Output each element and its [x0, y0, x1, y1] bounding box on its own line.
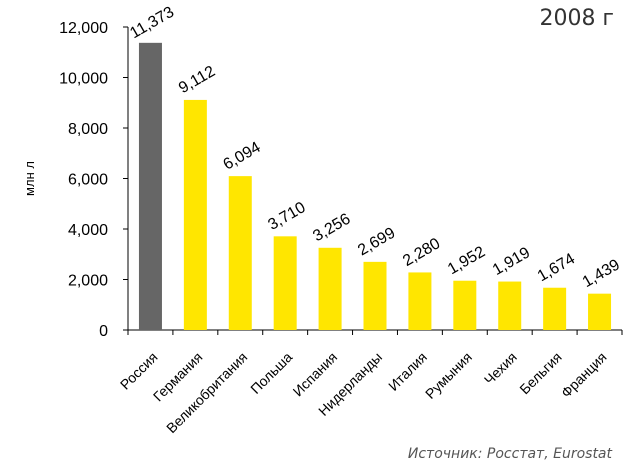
y-tick-label: 6,000 — [68, 172, 108, 189]
x-tick-label: Румыния — [422, 349, 475, 402]
value-label: 2,699 — [355, 225, 398, 260]
bar — [588, 293, 612, 330]
bar — [498, 281, 522, 330]
x-tick-label: Чехия — [481, 349, 520, 388]
bar — [543, 287, 567, 330]
y-tick-label: 4,000 — [68, 222, 108, 239]
source-note: Источник: Росстат, Eurostat — [407, 446, 612, 462]
bar — [183, 99, 207, 330]
x-tick-label: Польша — [247, 349, 295, 397]
y-tick-label: 0 — [99, 323, 108, 340]
value-label: 1,919 — [490, 244, 533, 279]
bar — [138, 42, 162, 330]
value-label: 2,280 — [400, 235, 443, 270]
value-label: 9,112 — [176, 63, 218, 97]
y-tick-label: 8,000 — [68, 121, 108, 138]
bar — [318, 247, 342, 330]
value-label: 1,952 — [445, 243, 488, 278]
bar — [228, 176, 252, 330]
y-tick-label: 10,000 — [59, 71, 108, 88]
value-label: 6,094 — [220, 139, 263, 174]
y-tick-label: 2,000 — [68, 273, 108, 290]
x-tick-label: Россия — [117, 349, 161, 393]
x-tick-label: Франция — [558, 349, 610, 401]
bar — [453, 280, 477, 330]
x-tick-label: Италия — [385, 349, 430, 394]
bar — [273, 236, 297, 330]
value-label: 1,674 — [535, 250, 578, 285]
value-label: 3,710 — [265, 199, 308, 234]
x-tick-label: Великобритания — [163, 349, 250, 436]
bar — [408, 272, 432, 330]
value-label: 3,256 — [310, 210, 353, 245]
y-tick-label: 12,000 — [59, 20, 108, 37]
value-label: 1,439 — [580, 256, 623, 291]
value-label: 11,373 — [127, 4, 177, 43]
year-label: 2008 г — [539, 6, 614, 31]
bar — [363, 261, 387, 330]
y-axis-label: млн л — [22, 161, 37, 196]
